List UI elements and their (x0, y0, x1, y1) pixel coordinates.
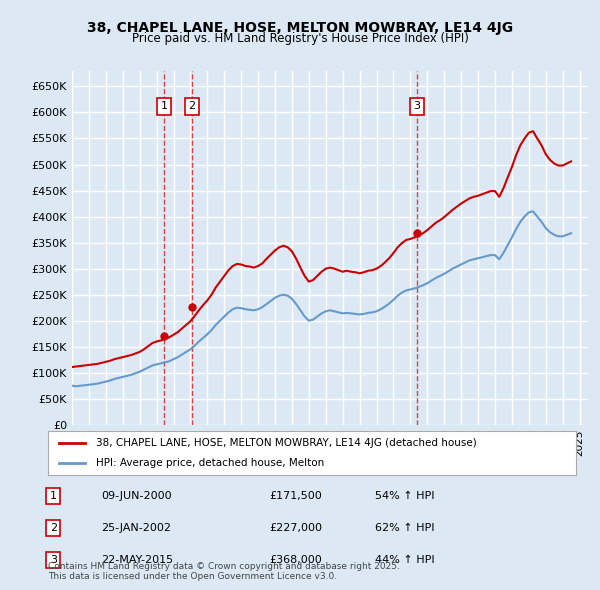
Text: Price paid vs. HM Land Registry's House Price Index (HPI): Price paid vs. HM Land Registry's House … (131, 32, 469, 45)
Text: HPI: Average price, detached house, Melton: HPI: Average price, detached house, Melt… (95, 458, 324, 467)
Text: 25-JAN-2002: 25-JAN-2002 (101, 523, 171, 533)
Text: 3: 3 (50, 555, 57, 565)
Text: £227,000: £227,000 (270, 523, 323, 533)
Text: 44% ↑ HPI: 44% ↑ HPI (376, 555, 435, 565)
Text: 22-MAY-2015: 22-MAY-2015 (101, 555, 173, 565)
Text: 54% ↑ HPI: 54% ↑ HPI (376, 491, 435, 501)
Text: 09-JUN-2000: 09-JUN-2000 (101, 491, 172, 501)
Text: 38, CHAPEL LANE, HOSE, MELTON MOWBRAY, LE14 4JG: 38, CHAPEL LANE, HOSE, MELTON MOWBRAY, L… (87, 21, 513, 35)
Text: 2: 2 (188, 101, 195, 111)
Text: 62% ↑ HPI: 62% ↑ HPI (376, 523, 435, 533)
Text: 1: 1 (161, 101, 167, 111)
Text: £368,000: £368,000 (270, 555, 323, 565)
Text: 3: 3 (413, 101, 421, 111)
Text: £171,500: £171,500 (270, 491, 323, 501)
Text: Contains HM Land Registry data © Crown copyright and database right 2025.
This d: Contains HM Land Registry data © Crown c… (48, 562, 400, 581)
Text: 2: 2 (50, 523, 57, 533)
Text: 38, CHAPEL LANE, HOSE, MELTON MOWBRAY, LE14 4JG (detached house): 38, CHAPEL LANE, HOSE, MELTON MOWBRAY, L… (95, 438, 476, 448)
Text: 1: 1 (50, 491, 57, 501)
